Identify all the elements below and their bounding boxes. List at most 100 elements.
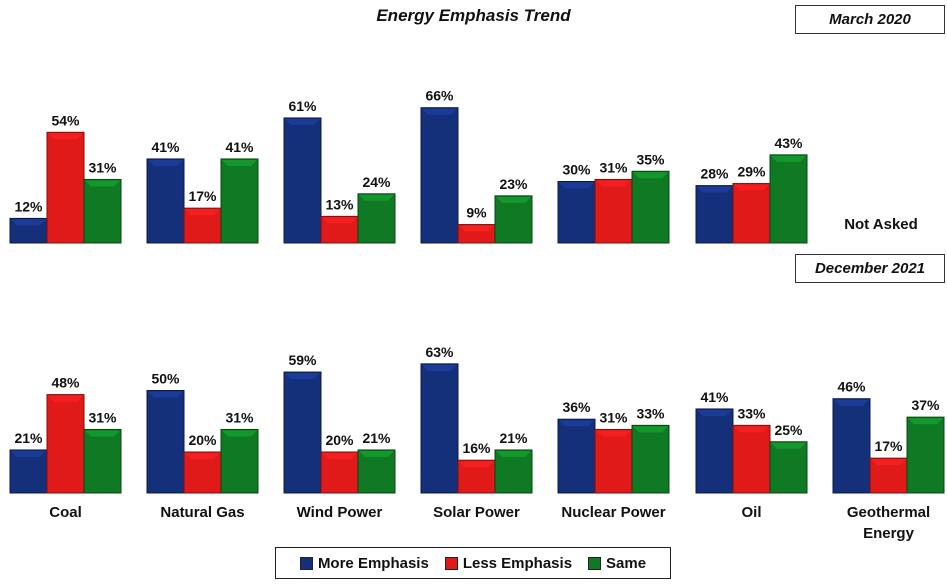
- bar-p1-coal-same: [83, 178, 122, 244]
- bar-p2-nuclear-power-same: [631, 424, 670, 494]
- category-label-natural-gas: Natural Gas: [160, 504, 245, 521]
- not-asked-note: Not Asked: [844, 216, 918, 233]
- bar-bevel-p2-geothermal-energy-less-emphasis: [871, 459, 906, 466]
- bar-p1-natural-gas-more-emphasis: [146, 158, 185, 244]
- bar-bevel-p1-wind-power-same: [359, 194, 394, 201]
- legend-label-less-emphasis: Less Emphasis: [462, 554, 573, 572]
- data-label-p1-wind-power-same: 24%: [362, 174, 391, 190]
- bar-bevel-p2-coal-same: [85, 430, 120, 437]
- bar-p1-wind-power-same: [357, 193, 396, 244]
- data-label-p1-natural-gas-less-emphasis: 17%: [188, 188, 217, 204]
- bar-p2-nuclear-power-less-emphasis: [594, 428, 633, 494]
- bar-bevel-p2-geothermal-energy-more-emphasis: [834, 399, 869, 406]
- bar-bevel-p2-geothermal-energy-same: [908, 418, 943, 425]
- bar-bevel-p1-wind-power-less-emphasis: [322, 217, 357, 224]
- data-label-p1-solar-power-same: 23%: [499, 176, 528, 192]
- bar-bevel-p1-solar-power-more-emphasis: [422, 108, 457, 115]
- bar-p2-solar-power-same: [494, 449, 533, 494]
- bar-bevel-p2-oil-same: [771, 442, 806, 449]
- data-label-p2-natural-gas-same: 31%: [225, 409, 254, 425]
- bar-p1-oil-less-emphasis: [732, 183, 771, 244]
- category-label-solar-power: Solar Power: [433, 504, 520, 521]
- data-label-p1-solar-power-more-emphasis: 66%: [425, 88, 454, 104]
- data-label-p1-wind-power-less-emphasis: 13%: [325, 196, 354, 212]
- bar-bevel-p2-natural-gas-same: [222, 430, 257, 437]
- bar-bevel-p1-natural-gas-same: [222, 159, 257, 166]
- legend-item-less-emphasis: Less Emphasis: [444, 554, 573, 572]
- data-label-p1-nuclear-power-less-emphasis: 31%: [599, 159, 628, 175]
- bar-bevel-p1-solar-power-less-emphasis: [459, 225, 494, 232]
- bar-p2-geothermal-energy-more-emphasis: [832, 398, 871, 494]
- bar-p1-oil-same: [769, 154, 808, 244]
- bar-bevel-p2-oil-more-emphasis: [697, 409, 732, 416]
- bar-p1-solar-power-same: [494, 195, 533, 244]
- category-label-oil: Oil: [741, 504, 762, 521]
- data-label-p2-natural-gas-less-emphasis: 20%: [188, 432, 217, 448]
- bar-bevel-p2-coal-less-emphasis: [48, 395, 83, 402]
- bar-p2-geothermal-energy-same: [906, 416, 945, 494]
- data-label-p1-coal-same: 31%: [88, 159, 117, 175]
- bar-bevel-p2-wind-power-more-emphasis: [285, 373, 320, 380]
- category-label-coal: Coal: [49, 504, 82, 521]
- data-label-p1-oil-same: 43%: [774, 135, 803, 151]
- data-label-p2-oil-less-emphasis: 33%: [737, 405, 766, 421]
- bar-bevel-p2-coal-more-emphasis: [11, 450, 46, 457]
- legend-label-same: Same: [606, 554, 647, 572]
- data-label-p2-geothermal-energy-less-emphasis: 17%: [874, 438, 903, 454]
- chart-title: Energy Emphasis Trend: [376, 6, 571, 25]
- data-label-p1-wind-power-more-emphasis: 61%: [288, 98, 317, 114]
- bar-bevel-p1-natural-gas-more-emphasis: [148, 159, 183, 166]
- data-label-p2-nuclear-power-same: 33%: [636, 405, 665, 421]
- bar-bevel-p2-nuclear-power-more-emphasis: [559, 420, 594, 427]
- data-label-p2-oil-same: 25%: [774, 422, 803, 438]
- data-label-p2-geothermal-energy-more-emphasis: 46%: [837, 379, 866, 395]
- bar-p2-oil-same: [769, 441, 808, 494]
- bar-p2-coal-same: [83, 428, 122, 494]
- bar-p2-wind-power-more-emphasis: [283, 371, 322, 494]
- bar-p1-coal-less-emphasis: [46, 131, 85, 244]
- category-label-wind-power: Wind Power: [296, 504, 383, 521]
- category-label-geothermal-energy: Geothermal Energy: [846, 504, 931, 542]
- bar-p1-nuclear-power-same: [631, 170, 670, 244]
- bar-bevel-p1-solar-power-same: [496, 196, 531, 203]
- bar-bevel-p1-natural-gas-less-emphasis: [185, 209, 220, 216]
- bar-bevel-p1-wind-power-more-emphasis: [285, 118, 320, 125]
- bar-bevel-p2-solar-power-less-emphasis: [459, 461, 494, 468]
- legend-item-more-emphasis: More Emphasis: [299, 555, 429, 572]
- bar-bevel-p2-oil-less-emphasis: [734, 426, 769, 433]
- bar-p2-natural-gas-more-emphasis: [146, 390, 185, 494]
- bar-p2-nuclear-power-more-emphasis: [557, 418, 596, 494]
- data-label-p2-natural-gas-more-emphasis: 50%: [151, 371, 180, 387]
- bar-p2-oil-less-emphasis: [732, 424, 771, 494]
- bar-p1-nuclear-power-less-emphasis: [594, 178, 633, 244]
- legend-item-same: Same: [588, 555, 646, 572]
- legend-swatch-same: [588, 556, 602, 570]
- panel-label-march-2020: March 2020: [795, 5, 945, 34]
- data-label-p2-solar-power-same: 21%: [499, 430, 528, 446]
- legend-swatch-more-emphasis: [299, 556, 313, 570]
- data-label-p1-nuclear-power-more-emphasis: 30%: [562, 162, 591, 178]
- bar-p1-oil-more-emphasis: [695, 185, 734, 244]
- data-label-p1-natural-gas-same: 41%: [225, 139, 254, 155]
- data-label-p2-wind-power-same: 21%: [362, 430, 391, 446]
- bar-bevel-p1-coal-more-emphasis: [11, 219, 46, 226]
- data-label-p1-coal-less-emphasis: 54%: [51, 112, 80, 128]
- legend: More Emphasis Less Emphasis Same: [275, 547, 671, 579]
- bar-bevel-p1-oil-more-emphasis: [697, 186, 732, 193]
- data-label-p2-wind-power-less-emphasis: 20%: [325, 432, 354, 448]
- bar-bevel-p2-nuclear-power-less-emphasis: [596, 430, 631, 437]
- data-label-p2-solar-power-less-emphasis: 16%: [462, 440, 491, 456]
- bar-p2-solar-power-more-emphasis: [420, 363, 459, 494]
- bar-p1-wind-power-more-emphasis: [283, 117, 322, 244]
- data-label-p2-geothermal-energy-same: 37%: [911, 397, 940, 413]
- bar-bevel-p2-wind-power-less-emphasis: [322, 453, 357, 459]
- data-label-p2-coal-more-emphasis: 21%: [14, 430, 43, 446]
- bar-bevel-p1-nuclear-power-less-emphasis: [596, 180, 631, 187]
- bar-bevel-p1-coal-same: [85, 180, 120, 187]
- bar-bevel-p2-wind-power-same: [359, 450, 394, 457]
- category-label-nuclear-power: Nuclear Power: [561, 504, 666, 521]
- bar-p1-natural-gas-same: [220, 158, 259, 244]
- bar-bevel-p1-oil-same: [771, 155, 806, 162]
- data-label-p2-solar-power-more-emphasis: 63%: [425, 344, 454, 360]
